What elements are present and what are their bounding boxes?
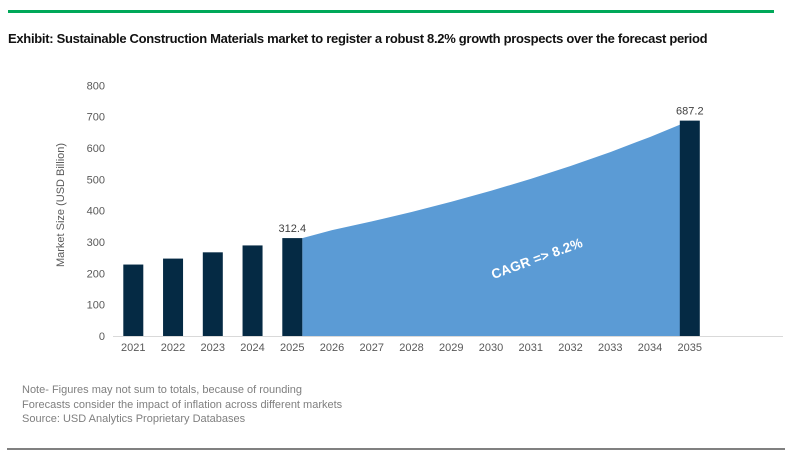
x-tick-label-2035: 2035 (678, 342, 702, 354)
x-tick-label-2025: 2025 (280, 342, 304, 354)
footnotes: Note- Figures may not sum to totals, bec… (22, 383, 342, 427)
y-tick-label-0: 0 (99, 331, 105, 343)
forecast-area (302, 120, 690, 336)
bar-2021 (123, 264, 144, 336)
x-tick-label-2026: 2026 (320, 342, 344, 354)
bar-2024 (242, 245, 263, 336)
x-tick-label-2032: 2032 (558, 342, 582, 354)
y-tick-label-300: 300 (87, 237, 105, 249)
x-tick-label-2028: 2028 (399, 342, 423, 354)
x-tick-label-2029: 2029 (439, 342, 463, 354)
data-label-2025: 312.4 (279, 223, 307, 235)
x-tick-label-2027: 2027 (360, 342, 384, 354)
y-tick-label-800: 800 (87, 80, 105, 92)
y-tick-label-500: 500 (87, 174, 105, 186)
x-tick-label-2022: 2022 (161, 342, 185, 354)
bar-2022 (163, 258, 184, 336)
bar-2025 (282, 238, 303, 336)
x-tick-label-2023: 2023 (201, 342, 225, 354)
bar-2023 (202, 252, 223, 336)
data-label-2035: 687.2 (676, 106, 704, 118)
x-tick-label-2034: 2034 (638, 342, 662, 354)
x-tick-label-2024: 2024 (240, 342, 264, 354)
top-accent-rule (8, 10, 774, 13)
x-tick-label-2030: 2030 (479, 342, 503, 354)
exhibit-title: Exhibit: Sustainable Construction Materi… (8, 31, 708, 46)
chart-canvas: 0 100 200 300 400 500 600 700 800 2021 2022 2023 202… (87, 80, 783, 354)
bottom-rule (7, 448, 785, 450)
bar-2035 (679, 120, 700, 336)
y-tick-label-700: 700 (87, 112, 105, 124)
y-tick-label-100: 100 (87, 300, 105, 312)
x-tick-label-2033: 2033 (598, 342, 622, 354)
x-tick-label-2031: 2031 (519, 342, 543, 354)
footnote-inflation: Forecasts consider the impact of inflati… (22, 398, 343, 411)
y-tick-label-600: 600 (87, 143, 105, 155)
y-tick-label-200: 200 (87, 268, 105, 280)
x-tick-label-2021: 2021 (121, 342, 145, 354)
footnote-rounding: Note- Figures may not sum to totals, bec… (22, 384, 303, 396)
y-tick-label-400: 400 (87, 206, 105, 218)
footnote-source: Source: USD Analytics Proprietary Databa… (22, 413, 246, 426)
